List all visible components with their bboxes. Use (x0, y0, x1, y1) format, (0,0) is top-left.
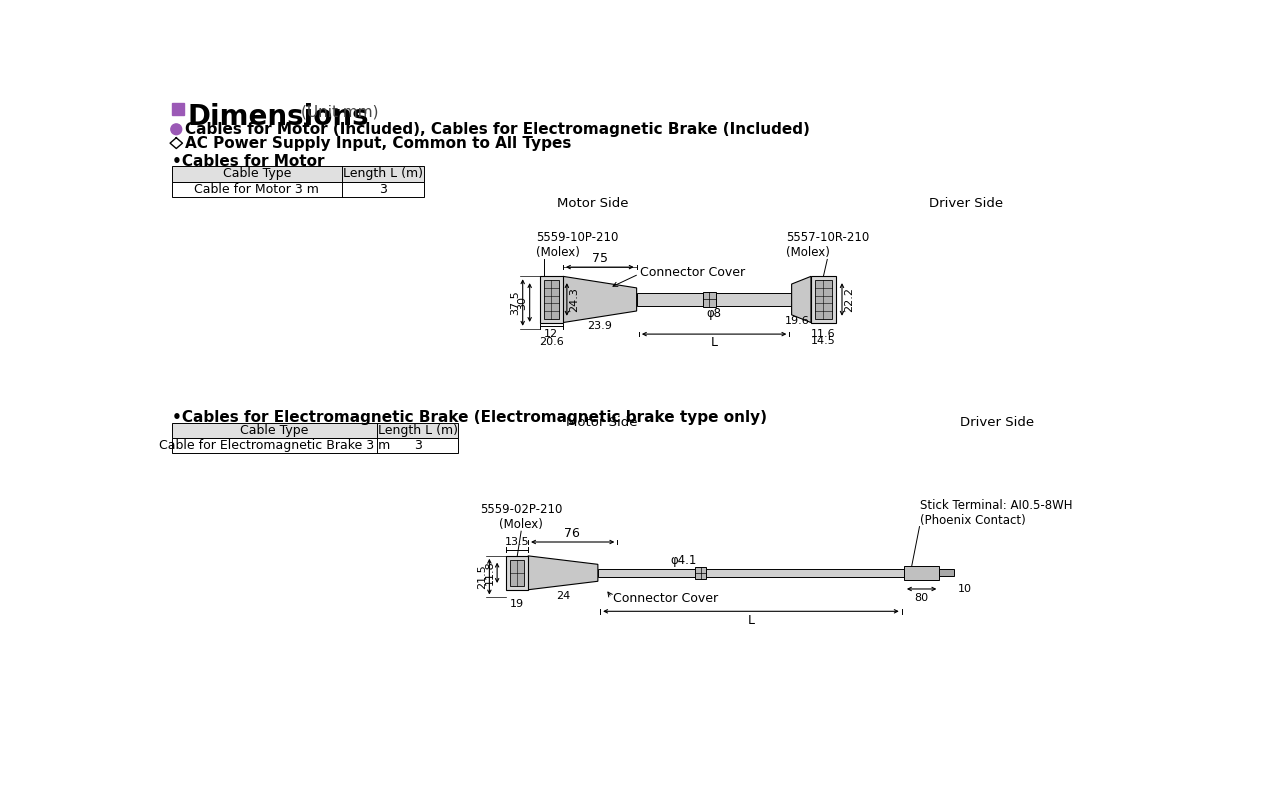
Text: 19: 19 (511, 599, 525, 609)
Text: φ8: φ8 (707, 307, 722, 320)
Bar (940, 569, 955, 576)
Text: Motor Side: Motor Side (557, 197, 628, 210)
Text: 11.6: 11.6 (812, 328, 836, 339)
Bar (511, 560, 525, 586)
Text: 19.6: 19.6 (785, 316, 809, 327)
Text: 5557-10R-210
(Molex): 5557-10R-210 (Molex) (786, 231, 869, 259)
Text: 14.5: 14.5 (812, 336, 836, 347)
Text: 22.2: 22.2 (845, 287, 854, 312)
Text: Cable Type: Cable Type (223, 168, 291, 180)
Text: L: L (710, 336, 718, 350)
Text: AC Power Supply Input, Common to All Types: AC Power Supply Input, Common to All Typ… (184, 136, 571, 150)
Text: 21.5: 21.5 (477, 564, 488, 589)
Text: Connector Cover: Connector Cover (640, 266, 746, 279)
Text: 23.9: 23.9 (588, 321, 612, 331)
Bar (703, 292, 717, 307)
Bar (172, 166, 424, 181)
Text: Driver Side: Driver Side (929, 197, 1004, 210)
Text: 24: 24 (556, 591, 570, 601)
Bar (172, 423, 458, 438)
Text: 3: 3 (379, 183, 387, 196)
Text: •Cables for Electromagnetic Brake (Electromagnetic brake type only): •Cables for Electromagnetic Brake (Elect… (172, 409, 767, 425)
Text: Connector Cover: Connector Cover (613, 592, 718, 606)
Text: 5559-10P-210
(Molex): 5559-10P-210 (Molex) (536, 231, 618, 259)
Text: Length L (m): Length L (m) (343, 168, 422, 180)
Text: φ4.1: φ4.1 (669, 554, 696, 568)
Text: Cables for Motor (Included), Cables for Electromagnetic Brake (Included): Cables for Motor (Included), Cables for … (184, 122, 810, 137)
Text: (Unit mm): (Unit mm) (301, 105, 379, 119)
Text: •Cables for Motor: •Cables for Motor (172, 154, 324, 169)
Polygon shape (791, 277, 812, 323)
Bar (598, 569, 904, 576)
Text: 80: 80 (915, 593, 929, 603)
Text: 24.3: 24.3 (570, 287, 580, 312)
Text: 37.5: 37.5 (511, 290, 521, 315)
Text: L: L (748, 614, 754, 626)
Bar (812, 277, 836, 323)
Polygon shape (563, 277, 636, 323)
Text: Driver Side: Driver Side (960, 416, 1034, 429)
Bar (172, 438, 458, 453)
Text: Cable for Electromagnetic Brake 3 m: Cable for Electromagnetic Brake 3 m (159, 440, 390, 452)
Bar (904, 566, 940, 580)
Bar (507, 556, 529, 590)
Text: Motor Side: Motor Side (566, 416, 637, 429)
Text: 30: 30 (517, 296, 527, 309)
Text: Dimensions: Dimensions (187, 103, 369, 131)
Bar (172, 181, 424, 197)
Text: Cable for Motor 3 m: Cable for Motor 3 m (195, 183, 319, 196)
Polygon shape (529, 556, 598, 590)
Bar (540, 277, 563, 323)
Circle shape (170, 124, 182, 134)
Text: 11.8: 11.8 (485, 560, 495, 585)
Text: Cable Type: Cable Type (241, 424, 308, 436)
Text: 3: 3 (413, 440, 421, 452)
Bar (172, 103, 184, 115)
Bar (544, 280, 559, 319)
Bar (815, 280, 832, 319)
Text: 20.6: 20.6 (539, 337, 563, 347)
Text: 5559-02P-210
(Molex): 5559-02P-210 (Molex) (480, 503, 562, 531)
Text: Stick Terminal: AI0.5-8WH
(Phoenix Contact): Stick Terminal: AI0.5-8WH (Phoenix Conta… (919, 498, 1073, 526)
Text: 13.5: 13.5 (506, 537, 530, 548)
Text: 12: 12 (544, 329, 558, 339)
Text: Length L (m): Length L (m) (378, 424, 458, 436)
Bar (636, 293, 791, 305)
Text: 10: 10 (959, 584, 973, 594)
Text: 76: 76 (564, 527, 580, 540)
Text: 75: 75 (591, 252, 608, 265)
Bar (695, 567, 707, 579)
